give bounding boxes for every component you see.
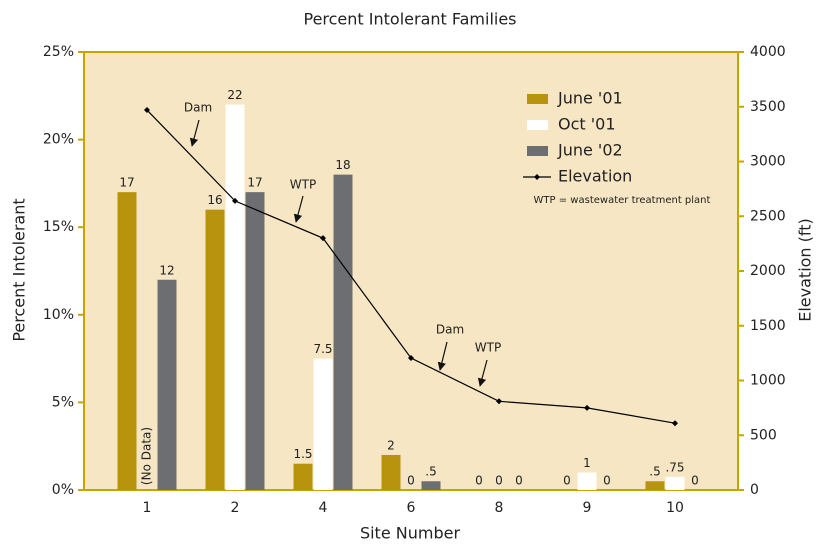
legend-label: Oct '01 [558, 115, 616, 134]
elevation-point [232, 197, 238, 204]
legend-label: Elevation [558, 167, 632, 186]
elevation-point [320, 235, 326, 242]
y2-tick-label: 3500 [750, 99, 786, 115]
y-tick-label: 0% [52, 482, 74, 498]
y-tick-label: 20% [43, 132, 74, 148]
x-tick-label: 9 [583, 500, 592, 516]
y2-tick-label: 1000 [750, 373, 786, 389]
data-label: 16 [207, 193, 222, 207]
x-tick-label: 2 [231, 500, 240, 516]
legend-label: June '01 [557, 89, 623, 108]
bar [117, 192, 137, 490]
annotation-arrow [477, 359, 488, 387]
y2-tick-label: 2500 [750, 208, 786, 224]
data-label: 2 [387, 438, 395, 452]
x-tick-label: 6 [407, 500, 416, 516]
annotation: (No Data) [140, 427, 154, 485]
y2-tick-label: 2000 [750, 263, 786, 279]
y2-axis-title: Elevation (ft) [796, 218, 815, 322]
data-label: 0 [603, 474, 611, 488]
data-label: 1.5 [293, 447, 312, 461]
elevation-point [408, 355, 414, 362]
data-label: 0 [407, 474, 415, 488]
bar [225, 104, 245, 490]
annotation-arrow [293, 195, 304, 223]
data-label: 0 [691, 474, 699, 488]
data-label: 17 [119, 176, 134, 190]
data-label: 18 [335, 158, 350, 172]
annotation-arrow [437, 341, 448, 371]
annotation: WTP [290, 178, 316, 192]
data-label: 0 [515, 474, 523, 488]
data-label: 1 [583, 456, 591, 470]
y2-tick-label: 3000 [750, 154, 786, 170]
y-tick-label: 25% [43, 44, 74, 60]
data-label: 22 [227, 88, 242, 102]
data-label: 17 [247, 176, 262, 190]
data-label: 0 [495, 474, 503, 488]
y-axis-title: Percent Intolerant [10, 198, 29, 341]
data-label: 7.5 [313, 342, 332, 356]
y-tick-label: 15% [43, 219, 74, 235]
bar [205, 209, 225, 490]
data-label: .75 [665, 460, 684, 474]
x-axis-title: Site Number [360, 524, 461, 543]
legend-swatch [527, 120, 548, 130]
bar [645, 481, 665, 490]
x-tick-label: 1 [143, 500, 152, 516]
legend-swatch [527, 94, 548, 104]
annotation: WTP = wastewater treatment plant [534, 195, 711, 206]
legend-label: June '02 [557, 141, 623, 160]
bar [381, 454, 401, 490]
elevation-point [144, 107, 150, 114]
legend: June '01 Oct '01 June '02 Elevation [523, 89, 632, 186]
bar [313, 358, 333, 490]
x-tick-label: 8 [495, 500, 504, 516]
annotation: Dam [436, 323, 464, 337]
y2-tick-label: 500 [750, 427, 777, 443]
annotation: Dam [184, 101, 212, 115]
data-label: 12 [159, 263, 174, 277]
data-label: .5 [649, 465, 660, 479]
bar [293, 463, 313, 490]
y-tick-label: 10% [43, 307, 74, 323]
bar [421, 481, 441, 490]
y-tick-label: 5% [52, 394, 74, 410]
bar [157, 279, 177, 490]
bar [577, 472, 597, 490]
data-label: .5 [425, 465, 436, 479]
bar [665, 476, 685, 490]
y2-tick-label: 0 [750, 482, 759, 498]
x-tick-label: 10 [666, 500, 684, 516]
y2-tick-label: 1500 [750, 318, 786, 334]
elevation-point [584, 404, 590, 411]
annotation: WTP [475, 341, 501, 355]
x-tick-label: 4 [319, 500, 328, 516]
bar [245, 192, 265, 490]
y2-tick-label: 4000 [750, 44, 786, 60]
legend-marker [534, 174, 540, 180]
legend-swatch [527, 146, 548, 156]
bar [333, 174, 353, 490]
chart-title: Percent Intolerant Families [303, 10, 516, 29]
elevation-point [672, 420, 678, 427]
data-label: 0 [563, 474, 571, 488]
annotation-arrow [189, 119, 200, 147]
elevation-point [496, 398, 502, 405]
data-label: 0 [475, 474, 483, 488]
plot-area [83, 51, 739, 491]
